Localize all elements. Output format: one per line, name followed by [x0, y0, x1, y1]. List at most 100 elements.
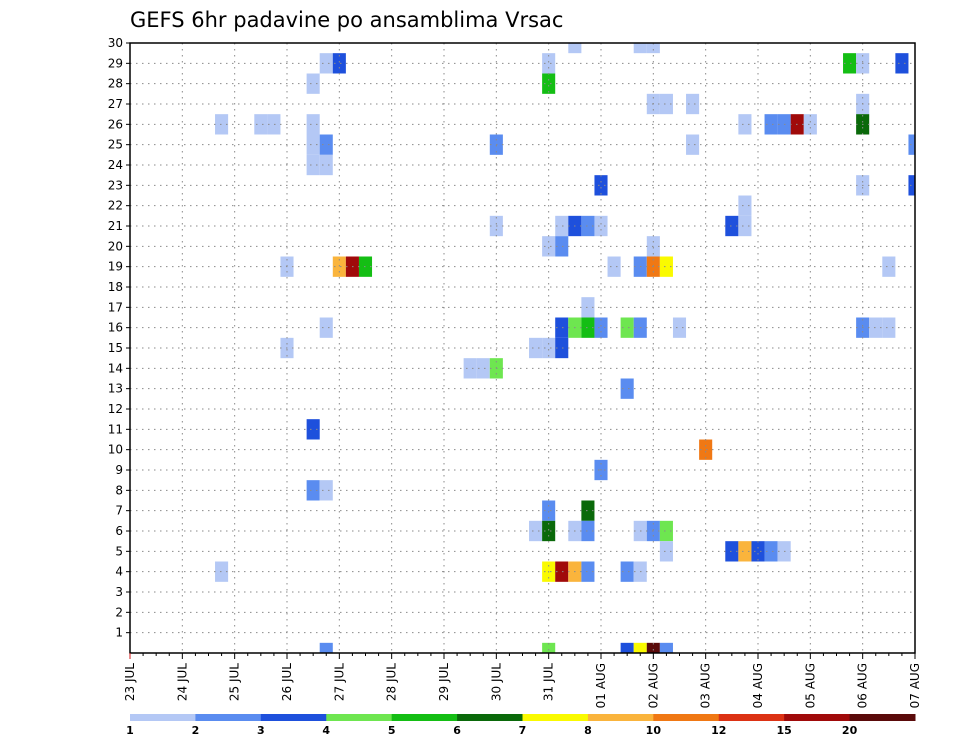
y-tick-label: 2	[115, 605, 123, 619]
heatmap-cell	[215, 114, 229, 135]
heatmap-cell	[633, 43, 647, 54]
y-tick-label: 29	[108, 56, 123, 70]
legend-swatch	[653, 714, 720, 721]
legend-label: 10	[646, 724, 662, 737]
legend-label: 15	[777, 724, 792, 737]
y-axis: 1234567891011121314151617181920212223242…	[108, 36, 130, 640]
heatmap-cell	[542, 73, 556, 94]
heatmap-cell	[306, 134, 320, 155]
heatmap-cell	[319, 134, 333, 155]
y-tick-label: 30	[108, 36, 123, 50]
y-tick-label: 6	[115, 524, 123, 538]
heatmap-cell	[686, 93, 700, 115]
x-tick-label: 01 AUG	[594, 663, 608, 708]
legend-label: 20	[842, 724, 858, 737]
heatmap-cell	[581, 520, 595, 542]
x-tick-label: 25 JUL	[228, 663, 242, 701]
heatmap-cell	[319, 317, 333, 338]
legend-label: 1	[126, 724, 134, 737]
heatmap-cell	[581, 297, 595, 318]
x-tick-label: 28 JUL	[385, 663, 399, 701]
y-tick-label: 22	[108, 199, 123, 213]
heatmap-cell	[620, 378, 634, 399]
heatmap-cell	[672, 317, 687, 338]
y-tick-label: 27	[108, 97, 123, 111]
x-tick-label: 02 AUG	[646, 663, 660, 708]
heatmap-cell	[908, 175, 915, 196]
heatmap-cell	[594, 317, 608, 338]
y-tick-label: 14	[108, 361, 123, 375]
y-tick-label: 18	[108, 280, 123, 294]
y-tick-label: 1	[115, 626, 123, 640]
heatmap-cell	[869, 317, 883, 338]
heatmap-cell	[594, 175, 608, 196]
y-tick-label: 21	[108, 219, 123, 233]
heatmap-cell	[581, 317, 595, 338]
x-tick-label: 30 JUL	[489, 663, 503, 701]
heatmap-cell	[542, 520, 556, 542]
heatmap-cell	[555, 561, 569, 582]
heatmap-cell	[620, 317, 634, 338]
heatmap-cell	[215, 561, 229, 582]
legend-label: 5	[388, 724, 396, 737]
legend-swatch	[849, 714, 916, 721]
heatmap-cell	[738, 195, 752, 216]
heatmap-cell	[306, 73, 320, 94]
y-tick-label: 12	[108, 402, 123, 416]
heatmap-cell	[542, 236, 556, 257]
heatmap-cell	[568, 43, 582, 54]
heatmap-cell	[843, 53, 857, 74]
y-tick-label: 25	[108, 138, 123, 152]
x-tick-label: 05 AUG	[803, 663, 817, 708]
y-tick-label: 4	[115, 565, 123, 579]
heatmap-cell	[764, 541, 778, 562]
y-tick-label: 8	[115, 483, 123, 497]
heatmap-cell	[659, 520, 673, 542]
heatmap-cell	[267, 114, 281, 135]
heatmap-cell	[542, 337, 556, 359]
heatmap-cell	[908, 134, 915, 155]
x-tick-label: 06 AUG	[856, 663, 870, 708]
chart-title: GEFS 6hr padavine po ansamblima Vrsac	[130, 8, 563, 32]
heatmap-cell	[659, 93, 673, 115]
legend-label: 12	[711, 724, 726, 737]
legend-swatch	[587, 714, 654, 721]
y-tick-label: 11	[108, 422, 123, 436]
x-tick-label: 23 JUL	[123, 663, 137, 701]
heatmap-cell	[751, 541, 765, 562]
heatmap-cell	[555, 317, 569, 338]
heatmap-cell	[542, 53, 556, 74]
heatmap-cell	[555, 215, 569, 237]
heatmap-cell	[725, 215, 739, 237]
x-tick-label: 07 AUG	[908, 663, 922, 708]
heatmap-cell	[581, 215, 595, 237]
heatmap-cell	[319, 642, 333, 653]
heatmap-cell	[319, 480, 333, 501]
heatmap-cell	[620, 561, 634, 582]
heatmap-cell	[581, 561, 595, 582]
heatmap-cell	[463, 358, 477, 379]
heatmap-cell	[633, 642, 647, 653]
heatmap-cell	[882, 317, 896, 338]
legend-swatch	[457, 714, 523, 721]
legend-swatch	[522, 714, 589, 721]
heatmap-cell	[542, 500, 556, 521]
y-tick-label: 10	[108, 443, 123, 457]
legend-swatch	[260, 714, 327, 721]
heatmap-cell	[738, 114, 752, 135]
heatmap-cell	[529, 337, 543, 359]
x-tick-label: 31 JUL	[542, 663, 556, 701]
heatmap-cell	[607, 256, 621, 277]
heatmap-cell	[542, 642, 556, 653]
heatmap-cell	[620, 642, 634, 653]
legend-swatch	[326, 714, 393, 721]
y-tick-label: 19	[108, 260, 123, 274]
x-tick-label: 26 JUL	[280, 663, 294, 701]
heatmap-cell	[659, 256, 673, 277]
heatmap-cell	[882, 256, 896, 277]
heatmap-cells	[215, 43, 915, 653]
heatmap-cell	[319, 53, 333, 74]
heatmap-cell	[686, 134, 700, 155]
heatmap-cell	[646, 43, 660, 54]
